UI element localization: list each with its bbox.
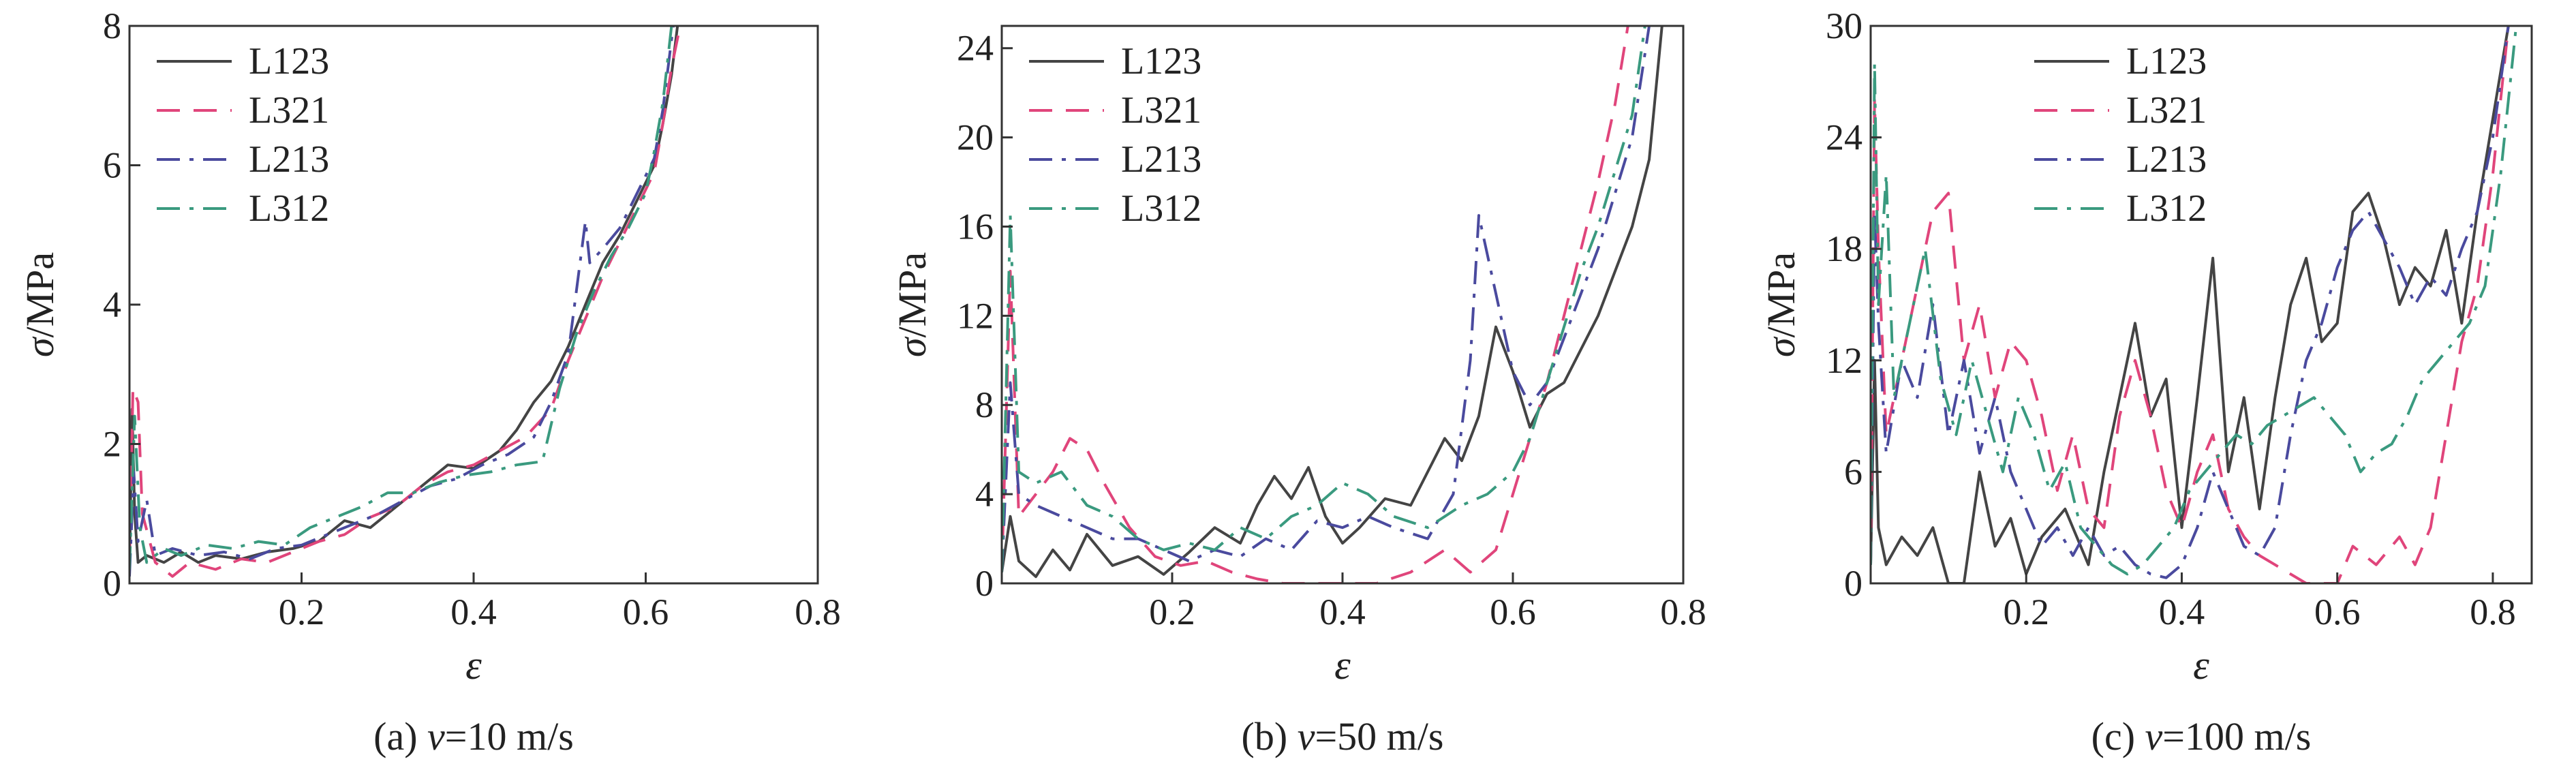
- y-tick-label: 16: [957, 206, 994, 247]
- y-tick-label: 8: [975, 384, 994, 425]
- x-tick-label: 0.6: [2314, 592, 2361, 632]
- x-tick-label: 0.4: [450, 592, 497, 632]
- x-tick-label: 0.2: [2003, 592, 2049, 632]
- y-axis-unit: /MPa: [18, 252, 62, 338]
- x-axis-label: ε: [1334, 643, 1351, 688]
- legend-label-L123: L123: [1121, 40, 1201, 82]
- y-tick-label: 24: [1826, 117, 1862, 158]
- x-tick-label: 0.2: [1149, 592, 1195, 632]
- caption-variable: v: [1298, 714, 1315, 759]
- y-axis-label: σ/MPa: [18, 252, 62, 357]
- series-line-L321: [1871, 26, 2510, 583]
- x-tick-label: 0.8: [1660, 592, 1706, 632]
- x-tick-label: 0.6: [1490, 592, 1536, 632]
- x-axis-label: ε: [2193, 643, 2209, 688]
- series-group: [129, 26, 681, 578]
- y-axis-symbol: σ: [1759, 336, 1803, 357]
- y-tick-label: 4: [975, 474, 994, 515]
- x-tick-label: 0.6: [623, 592, 669, 632]
- caption-prefix: (c): [2091, 714, 2145, 759]
- y-axis-unit: /MPa: [1759, 252, 1803, 338]
- chart-panel-3: 0.2 0.4 0.6 0.8 0 6 12 18 24 30 ε σ/MPa (c) v=100 m/…: [1759, 5, 2533, 759]
- caption-prefix: (b): [1242, 714, 1298, 759]
- legend-label-L123: L123: [249, 40, 329, 82]
- panel-caption: (c) v=100 m/s: [2091, 714, 2312, 759]
- y-tick-label: 20: [957, 117, 994, 158]
- chart-panel-2: 0.2 0.4 0.6 0.8 0 4 8 12 16 20 24 ε σ/MPa (b) v=50 m/…: [890, 25, 1706, 759]
- series-line-L321: [1002, 26, 1629, 583]
- panel-caption: (b) v=50 m/s: [1242, 714, 1444, 759]
- y-tick-label: 12: [1826, 340, 1862, 381]
- y-tick-label: 0: [975, 563, 994, 604]
- legend-label-L321: L321: [1121, 89, 1201, 132]
- legend-label-L123: L123: [2126, 40, 2207, 82]
- y-axis-label: σ/MPa: [1759, 252, 1803, 357]
- y-tick-label: 12: [957, 295, 994, 336]
- legend-label-L213: L213: [249, 138, 329, 181]
- x-tick-label: 0.2: [279, 592, 325, 632]
- plot-frame: [128, 25, 819, 585]
- legend: L123 L321 L213 L312: [1029, 40, 1201, 230]
- series-line-L321: [129, 26, 681, 578]
- series-line-L312: [1871, 26, 2518, 576]
- legend-label-L213: L213: [1121, 138, 1201, 181]
- series-line-L312: [1002, 26, 1646, 572]
- y-axis-label: σ/MPa: [890, 252, 934, 357]
- y-tick-label: 0: [1844, 563, 1862, 604]
- caption-value: =10 m/s: [445, 714, 574, 759]
- legend-label-L213: L213: [2126, 138, 2207, 181]
- y-tick-label: 2: [103, 424, 121, 465]
- legend-label-L321: L321: [249, 89, 329, 132]
- x-tick-label: 0.8: [795, 592, 841, 632]
- series-line-L312: [129, 26, 673, 570]
- series-group: [1002, 26, 1663, 583]
- legend-label-L321: L321: [2126, 89, 2207, 132]
- series-line-L123: [1871, 26, 2510, 583]
- caption-value: =100 m/s: [2162, 714, 2311, 759]
- panel-caption: (a) v=10 m/s: [373, 714, 574, 759]
- x-tick-label: 0.4: [2159, 592, 2205, 632]
- y-tick-label: 24: [957, 28, 994, 69]
- caption-prefix: (a): [373, 714, 427, 759]
- y-tick-label: 6: [103, 145, 121, 186]
- legend: L123 L321 L213 L312: [157, 40, 329, 230]
- legend: L123 L321 L213 L312: [2034, 40, 2207, 230]
- series-line-L123: [1002, 26, 1663, 579]
- y-axis-unit: /MPa: [890, 252, 934, 338]
- x-tick-label: 0.4: [1319, 592, 1366, 632]
- caption-value: =50 m/s: [1315, 714, 1443, 759]
- y-tick-label: 4: [103, 284, 121, 325]
- series-line-L213: [1871, 26, 2510, 579]
- y-tick-label: 6: [1844, 451, 1862, 492]
- x-axis-label: ε: [465, 643, 482, 688]
- y-axis-symbol: σ: [18, 336, 62, 357]
- legend-label-L312: L312: [2126, 187, 2207, 230]
- plot-frame: [1869, 25, 2533, 585]
- y-tick-label: 8: [103, 5, 121, 46]
- caption-variable: v: [2145, 714, 2163, 759]
- y-tick-label: 18: [1826, 228, 1862, 269]
- y-axis-symbol: σ: [890, 336, 934, 357]
- x-tick-label: 0.8: [2470, 592, 2516, 632]
- y-tick-label: 30: [1826, 5, 1862, 46]
- caption-variable: v: [427, 714, 445, 759]
- legend-label-L312: L312: [249, 187, 329, 230]
- legend-label-L312: L312: [1121, 187, 1201, 230]
- series-group: [1871, 26, 2518, 583]
- series-line-L213: [1002, 26, 1651, 572]
- y-tick-label: 0: [103, 563, 121, 604]
